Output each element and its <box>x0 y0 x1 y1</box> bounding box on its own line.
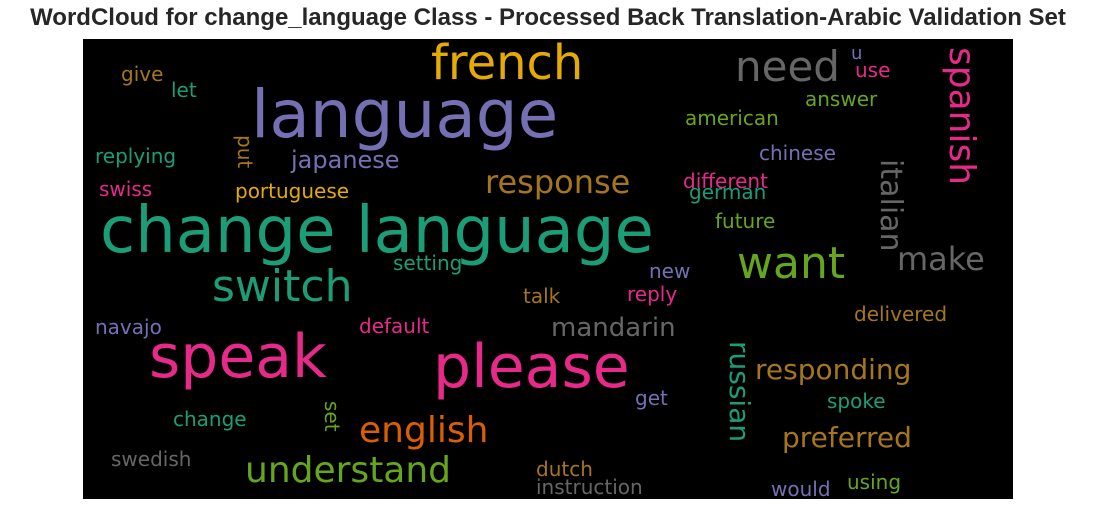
wordcloud-word-using: using <box>847 470 901 494</box>
wordcloud-word-let: let <box>171 78 197 102</box>
wordcloud-word-speak: speak <box>149 322 327 392</box>
chart-title: WordCloud for change_language Class - Pr… <box>30 4 1066 31</box>
wordcloud-word-language: language <box>251 76 558 153</box>
wordcloud-word-want: want <box>737 238 845 289</box>
wordcloud-word-russian: russian <box>723 341 756 442</box>
wordcloud-word-default: default <box>359 314 430 338</box>
wordcloud-word-setting: setting <box>393 251 462 275</box>
wordcloud-word-put: put <box>233 135 257 168</box>
wordcloud-word-response: response <box>485 163 630 201</box>
wordcloud-word-german: german <box>689 180 766 204</box>
wordcloud-word-understand: understand <box>245 450 451 491</box>
wordcloud-word-navajo: navajo <box>95 315 162 339</box>
wordcloud-word-different: different <box>683 169 768 193</box>
wordcloud-word-english: english <box>359 410 488 451</box>
wordcloud-word-please: please <box>433 332 630 402</box>
wordcloud-word-change-language: change language <box>100 194 654 268</box>
wordcloud-word-answer: answer <box>805 87 878 111</box>
wordcloud-word-mandarin: mandarin <box>551 313 676 343</box>
wordcloud-word-spanish: spanish <box>941 47 982 185</box>
wordcloud-word-new: new <box>649 259 690 283</box>
wordcloud-word-set: set <box>320 401 344 432</box>
wordcloud-word-american: american <box>685 106 779 130</box>
wordcloud-word-reply: reply <box>627 282 677 306</box>
wordcloud-word-switch: switch <box>212 261 352 312</box>
wordcloud-canvas: change language language speak please french… <box>83 39 1013 499</box>
wordcloud-word-get: get <box>635 386 668 410</box>
wordcloud-word-use: use <box>855 58 890 82</box>
wordcloud-word-swedish: swedish <box>111 447 191 471</box>
wordcloud-word-responding: responding <box>755 353 911 386</box>
wordcloud-word-need: need <box>735 42 840 91</box>
wordcloud-word-replying: replying <box>95 144 176 168</box>
wordcloud-word-make: make <box>897 240 985 278</box>
wordcloud-word-u: u <box>851 43 862 64</box>
wordcloud-word-future: future <box>715 209 775 233</box>
wordcloud-word-portuguese: portuguese <box>235 179 349 203</box>
wordcloud-word-preferred: preferred <box>782 421 912 454</box>
wordcloud-word-french: french <box>431 39 583 91</box>
wordcloud-word-would: would <box>771 477 831 499</box>
wordcloud-word-japanese: japanese <box>290 146 400 174</box>
wordcloud-word-talk: talk <box>523 284 561 308</box>
wordcloud-word-change: change <box>173 407 247 431</box>
wordcloud-word-swiss: swiss <box>99 177 152 201</box>
wordcloud-word-delivered: delivered <box>854 302 947 326</box>
wordcloud-svg: change language language speak please french… <box>95 39 985 499</box>
wordcloud-word-give: give <box>121 62 163 86</box>
wordcloud-word-instruction: instruction <box>536 475 643 499</box>
wordcloud-word-chinese: chinese <box>759 141 836 165</box>
wordcloud-word-dutch: dutch <box>536 457 593 481</box>
wordcloud-word-italian: italian <box>873 159 908 252</box>
wordcloud-word-spoke: spoke <box>827 389 886 413</box>
